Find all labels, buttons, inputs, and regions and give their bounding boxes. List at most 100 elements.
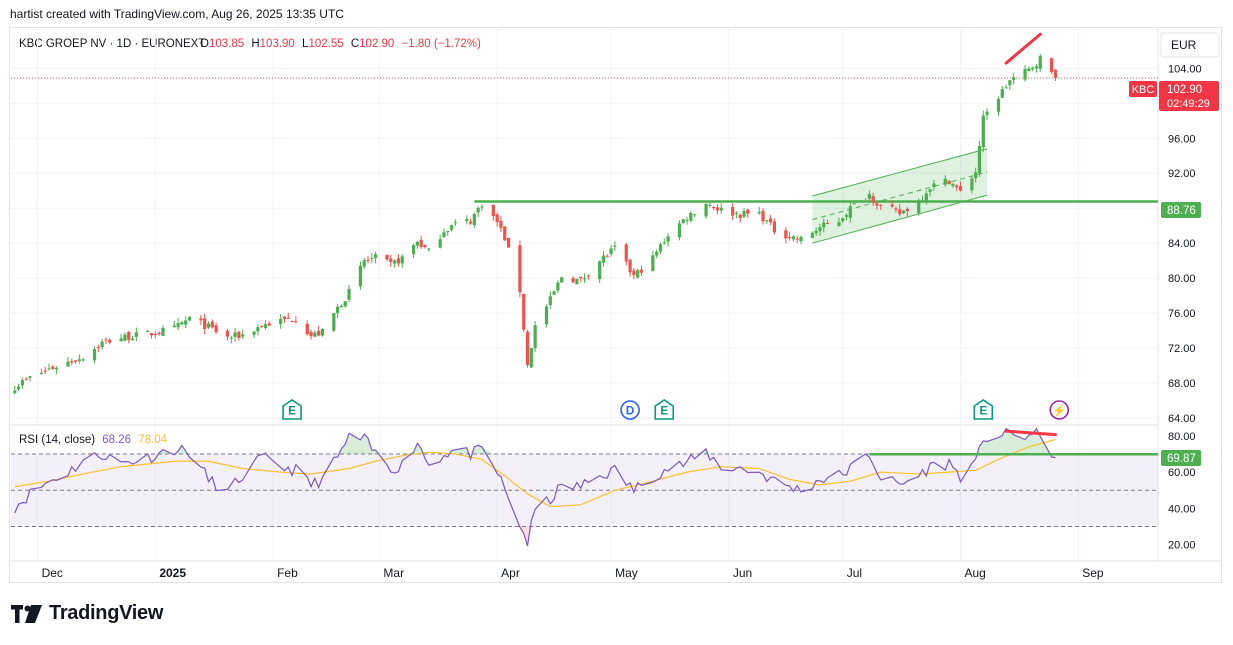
candle-body bbox=[176, 323, 180, 328]
candle-body bbox=[263, 324, 268, 328]
rsi-line bbox=[14, 427, 1056, 547]
tradingview-wordmark: TradingView bbox=[49, 602, 164, 624]
candle-body bbox=[787, 237, 792, 239]
candle-body bbox=[446, 231, 450, 233]
candle-body bbox=[977, 145, 982, 173]
candle-body bbox=[237, 331, 241, 338]
candle-body bbox=[905, 208, 909, 212]
currency-box[interactable] bbox=[1160, 32, 1220, 58]
candle-body bbox=[503, 226, 507, 241]
candle-body bbox=[373, 254, 378, 259]
symbol-title: KBC GROEP NV · 1D · EURONEXT bbox=[19, 38, 205, 50]
rsi-overbought-fill bbox=[1040, 436, 1052, 455]
currency-label: EUR bbox=[1171, 38, 1197, 52]
candle-body bbox=[958, 186, 963, 191]
candle-body bbox=[396, 258, 401, 264]
candle-body bbox=[1034, 66, 1039, 69]
chart-canvas[interactable]: KBC GROEP NV · 1D · EURONEXT O103.85 H10… bbox=[10, 28, 1222, 582]
candle-body bbox=[279, 318, 283, 324]
event-label: E bbox=[288, 406, 296, 418]
candle-body bbox=[791, 236, 796, 240]
candle-body bbox=[241, 334, 245, 337]
price-tick-label: 84.00 bbox=[1168, 238, 1196, 250]
candle-body bbox=[392, 260, 397, 264]
candle-body bbox=[423, 245, 427, 247]
candle-body bbox=[863, 200, 868, 202]
time-tick-label: Mar bbox=[383, 566, 404, 580]
price-grid bbox=[11, 29, 1158, 561]
candle-body bbox=[206, 323, 211, 328]
ticker-tag-label: KBC bbox=[1132, 84, 1155, 96]
candle-body bbox=[609, 248, 613, 255]
candle-body bbox=[871, 196, 875, 203]
rsi-overbought-fill bbox=[474, 445, 479, 455]
candle-body bbox=[100, 341, 104, 348]
time-tick-label: 2025 bbox=[159, 566, 186, 580]
candle-body bbox=[267, 323, 271, 326]
tradingview-logo[interactable]: TradingView bbox=[11, 602, 163, 625]
candle-body bbox=[761, 210, 765, 222]
event-label: ⚡ bbox=[1052, 404, 1066, 418]
candle-body bbox=[598, 261, 602, 280]
candle-body bbox=[161, 327, 165, 336]
candle-body bbox=[681, 219, 685, 224]
low-value: 102.55 bbox=[308, 38, 343, 50]
candle-body bbox=[825, 223, 830, 225]
candle-body bbox=[985, 111, 989, 116]
chart-frame[interactable]: KBC GROEP NV · 1D · EURONEXT O103.85 H10… bbox=[9, 27, 1222, 583]
candlestick-series bbox=[13, 53, 1058, 395]
event-label: E bbox=[979, 406, 987, 418]
candle-body bbox=[731, 207, 735, 216]
candle-body bbox=[282, 316, 287, 319]
flash-event-icon bbox=[1049, 400, 1070, 420]
candle-body bbox=[601, 255, 606, 263]
tradingview-logo-icon bbox=[11, 604, 42, 623]
price-tick-label: 80.00 bbox=[1168, 273, 1196, 285]
candle-body bbox=[560, 277, 564, 283]
candle-body bbox=[651, 255, 655, 271]
candle-body bbox=[890, 204, 894, 207]
candle-body bbox=[290, 321, 294, 323]
candle-body bbox=[708, 205, 712, 207]
candle-body bbox=[495, 214, 499, 223]
candle-body bbox=[920, 200, 925, 202]
candle-body bbox=[66, 361, 70, 367]
candle-body bbox=[362, 260, 366, 267]
candle-body bbox=[70, 361, 74, 363]
candle-body bbox=[693, 214, 697, 216]
candle-body bbox=[225, 330, 230, 337]
high-value: 103.90 bbox=[260, 38, 295, 50]
candle-body bbox=[525, 331, 530, 366]
candle-body bbox=[438, 239, 442, 248]
open-value: 103.85 bbox=[209, 38, 244, 50]
candle-body bbox=[465, 219, 469, 222]
price-tag-box bbox=[1159, 81, 1219, 111]
candle-body bbox=[51, 366, 55, 369]
candle-body bbox=[932, 183, 936, 188]
candle-body bbox=[955, 185, 959, 188]
rsi-overbought-fill bbox=[402, 452, 414, 455]
candle-body bbox=[556, 282, 560, 291]
candle-body bbox=[415, 241, 420, 246]
candle-body bbox=[947, 180, 951, 185]
rsi-overbought-fill bbox=[1028, 433, 1033, 455]
time-tick-label: Dec bbox=[42, 566, 63, 580]
candle-body bbox=[639, 269, 644, 273]
time-tick-label: May bbox=[615, 566, 638, 580]
rsi-level-tag-box bbox=[1161, 450, 1201, 466]
candle-body bbox=[214, 325, 218, 333]
rsi-overbought-fill bbox=[417, 443, 422, 455]
candle-body bbox=[203, 318, 207, 329]
candle-body bbox=[491, 204, 495, 217]
candle-body bbox=[453, 222, 457, 224]
change-value: −1.80 (−1.72%) bbox=[402, 38, 481, 50]
candle-body bbox=[1008, 80, 1012, 86]
candle-body bbox=[187, 316, 192, 321]
candle-body bbox=[867, 194, 871, 199]
rsi-overbought-fill bbox=[1006, 428, 1010, 455]
candle-body bbox=[39, 372, 43, 374]
candle-body bbox=[757, 212, 761, 214]
rsi-overbought-fill bbox=[1009, 430, 1014, 455]
event-label: E bbox=[660, 406, 668, 418]
candle-body bbox=[24, 378, 28, 380]
